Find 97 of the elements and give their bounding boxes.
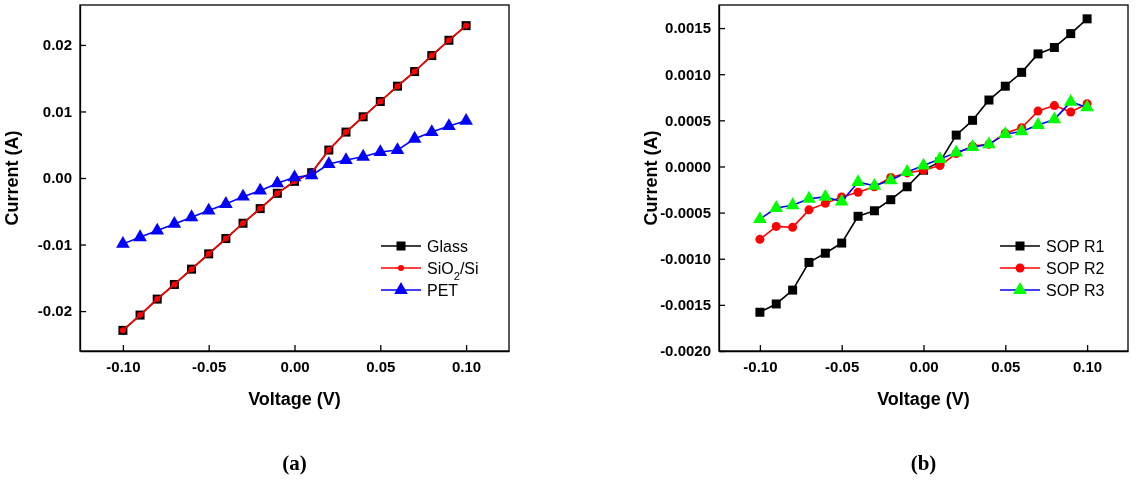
point: [1082, 14, 1092, 24]
y-tick-label: -0.0005: [660, 203, 711, 221]
y-tick-label: 0.0015: [665, 19, 711, 37]
x-tick-label: -0.05: [192, 357, 227, 375]
point: [933, 151, 947, 164]
point: [1031, 117, 1045, 129]
y-tick-label: -0.0015: [660, 296, 711, 314]
y-tick-label: 0.0000: [665, 157, 711, 175]
point: [1066, 29, 1076, 39]
legend-label: SOP R2: [1046, 260, 1105, 277]
point: [916, 157, 931, 170]
point: [867, 177, 882, 190]
point: [356, 148, 370, 161]
point: [820, 248, 830, 258]
point: [949, 144, 964, 157]
y-tick-label: 0.0010: [665, 65, 711, 83]
x-tick-label: 0.10: [1073, 357, 1103, 375]
point: [1017, 67, 1027, 77]
point: [818, 189, 833, 201]
point: [150, 222, 165, 235]
point: [886, 195, 896, 205]
x-tick-label: 0.10: [452, 357, 482, 375]
point: [851, 174, 865, 187]
point: [1000, 81, 1010, 91]
x-tick-label: -0.05: [825, 357, 860, 375]
point: [201, 202, 216, 215]
point: [755, 234, 765, 244]
point: [968, 115, 978, 125]
y-tick-label: -0.0010: [660, 250, 711, 268]
x-tick-label: -0.10: [743, 357, 778, 375]
point: [390, 142, 405, 154]
point: [900, 164, 914, 176]
point: [951, 130, 961, 140]
legend-label: Glass: [427, 238, 468, 255]
point: [442, 118, 456, 131]
point: [804, 205, 814, 215]
point: [853, 211, 863, 221]
point: [804, 257, 814, 267]
point: [1066, 107, 1076, 117]
point: [785, 197, 800, 210]
point: [802, 190, 816, 203]
legend-label: SiO$_{2}$/Si: [427, 260, 479, 282]
x-tick-label: 0.05: [366, 357, 396, 375]
point: [853, 187, 863, 197]
point: [902, 182, 912, 192]
point: [753, 211, 767, 224]
point: [270, 175, 285, 188]
point: [321, 156, 336, 168]
point: [771, 299, 781, 309]
x-tick-label: -0.10: [106, 357, 141, 375]
y-tick-label: 0.02: [42, 36, 72, 54]
point: [1047, 111, 1062, 124]
text: (a): [282, 451, 307, 475]
y-tick-label: -0.0020: [660, 342, 711, 360]
y-tick-label: -0.02: [37, 302, 72, 320]
y-axis-title: Current (A): [641, 130, 661, 226]
point: [167, 216, 182, 228]
legend-label: PET: [427, 282, 459, 299]
y-axis-title: Current (A): [2, 130, 22, 226]
x-tick-label: 0.00: [909, 357, 939, 375]
point: [373, 144, 388, 156]
point: [1063, 93, 1078, 106]
point: [834, 193, 849, 206]
point: [459, 112, 473, 125]
point: [287, 169, 302, 182]
point: [788, 285, 798, 295]
point: [837, 238, 847, 248]
point: [407, 130, 422, 143]
text: (b): [910, 451, 937, 475]
point: [424, 124, 439, 137]
x-axis-title: Voltage (V): [877, 389, 970, 409]
y-tick-label: 0.01: [42, 102, 72, 120]
point: [184, 209, 199, 222]
y-tick-label: 0.0005: [665, 111, 711, 129]
point: [253, 182, 268, 195]
legend-label: SOP R3: [1046, 282, 1105, 299]
point: [1033, 49, 1043, 59]
point: [236, 188, 250, 201]
point: [984, 95, 994, 105]
x-tick-label: 0.00: [280, 357, 310, 375]
y-tick-label: -0.01: [37, 235, 72, 253]
point: [771, 221, 781, 231]
x-axis-title: Voltage (V): [248, 389, 341, 409]
point: [339, 152, 353, 164]
point: [1049, 42, 1059, 52]
point: [788, 222, 798, 232]
point: [1033, 106, 1043, 116]
point: [769, 200, 784, 212]
point: [116, 235, 130, 248]
x-tick-label: 0.05: [991, 357, 1021, 375]
legend-label: SOP R1: [1046, 238, 1105, 255]
point: [1049, 101, 1059, 111]
y-tick-label: 0.00: [42, 169, 72, 187]
point: [869, 206, 879, 216]
point: [133, 229, 147, 242]
point: [219, 196, 233, 208]
point: [755, 307, 765, 317]
